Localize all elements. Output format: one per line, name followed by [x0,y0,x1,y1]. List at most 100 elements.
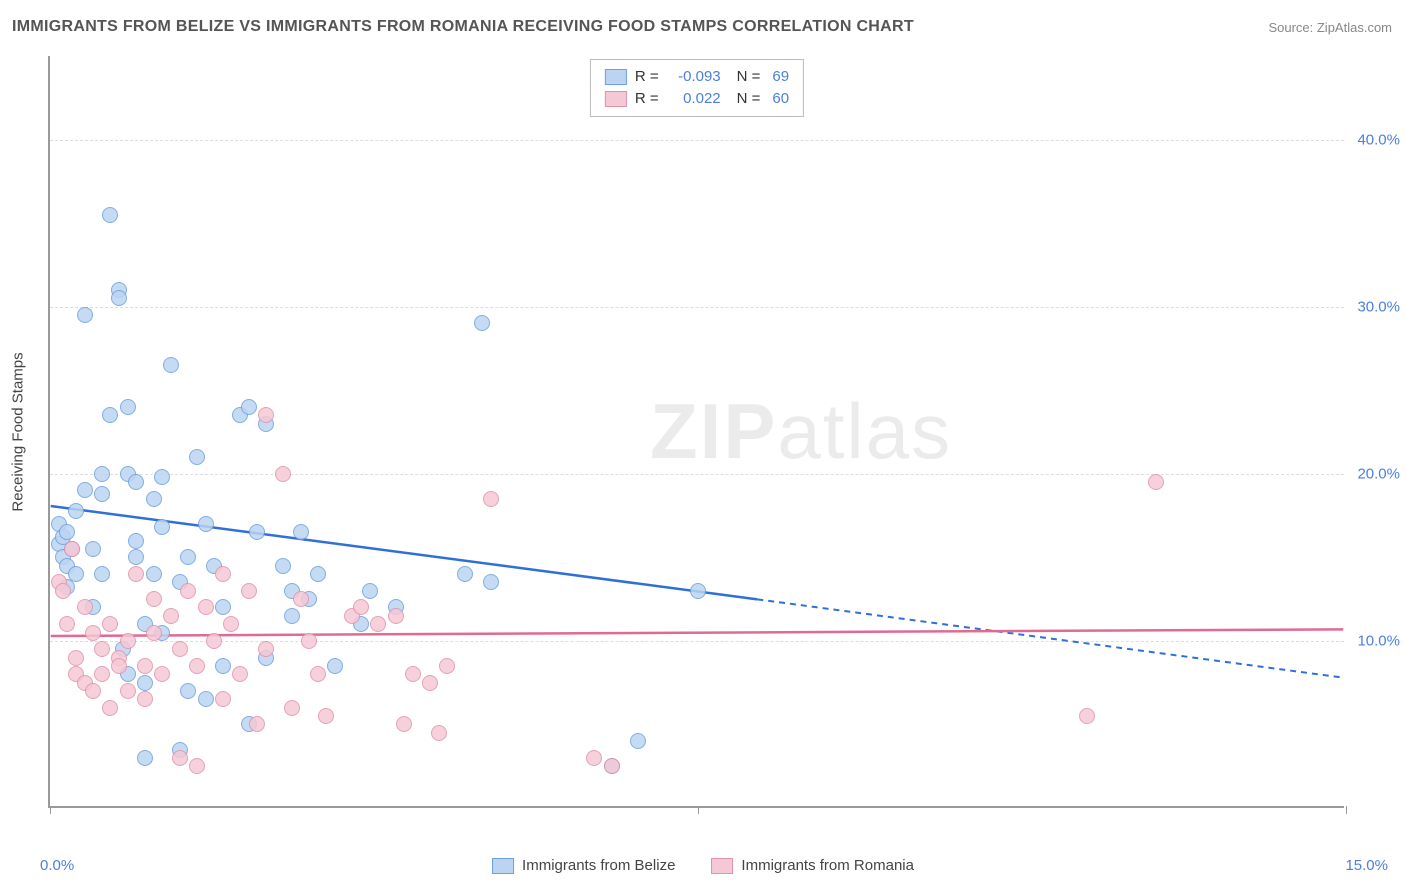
scatter-point-belize [111,290,127,306]
scatter-point-romania [85,683,101,699]
scatter-point-romania [102,700,118,716]
scatter-point-romania [111,658,127,674]
n-label: N = [737,88,761,110]
scatter-point-romania [163,608,179,624]
scatter-point-belize [180,683,196,699]
scatter-point-romania [223,616,239,632]
scatter-point-romania [353,599,369,615]
legend-swatch-icon [711,858,733,874]
scatter-point-romania [241,583,257,599]
correlation-legend: R = -0.093 N = 69 R = 0.022 N = 60 [590,59,804,117]
scatter-point-romania [310,666,326,682]
scatter-point-romania [172,641,188,657]
scatter-point-romania [128,566,144,582]
y-tick-label: 10.0% [1357,632,1400,649]
scatter-point-romania [258,641,274,657]
x-axis-max-label: 15.0% [1345,857,1388,874]
scatter-point-belize [146,566,162,582]
scatter-point-romania [146,625,162,641]
scatter-point-romania [293,591,309,607]
scatter-point-romania [318,708,334,724]
scatter-point-belize [59,524,75,540]
gridline [50,474,1344,475]
scatter-point-belize [249,524,265,540]
scatter-point-romania [154,666,170,682]
scatter-point-belize [128,549,144,565]
scatter-point-belize [215,658,231,674]
scatter-point-belize [120,399,136,415]
legend-label-belize: Immigrants from Belize [522,857,675,874]
scatter-point-romania [59,616,75,632]
y-tick-label: 30.0% [1357,298,1400,315]
scatter-point-romania [146,591,162,607]
scatter-point-romania [249,716,265,732]
scatter-point-belize [293,524,309,540]
scatter-point-belize [189,449,205,465]
legend-swatch-icon [492,858,514,874]
trendlines-layer [50,56,1344,806]
source-label: Source: ZipAtlas.com [1268,20,1392,35]
scatter-point-belize [215,599,231,615]
x-tick [1346,806,1347,814]
x-tick [698,806,699,814]
scatter-point-belize [102,207,118,223]
scatter-point-belize [128,474,144,490]
trendline-extrapolation-belize [757,599,1343,677]
watermark: ZIPatlas [650,386,952,477]
n-label: N = [737,66,761,88]
scatter-point-romania [120,633,136,649]
scatter-point-romania [586,750,602,766]
gridline [50,307,1344,308]
scatter-point-romania [137,658,153,674]
scatter-point-romania [258,407,274,423]
scatter-point-belize [474,315,490,331]
y-tick-label: 20.0% [1357,465,1400,482]
chart-container: IMMIGRANTS FROM BELIZE VS IMMIGRANTS FRO… [0,0,1406,892]
scatter-point-belize [241,399,257,415]
scatter-point-belize [94,566,110,582]
scatter-point-romania [94,641,110,657]
scatter-point-romania [77,599,93,615]
watermark-atlas: atlas [777,387,952,475]
legend-item-belize: Immigrants from Belize [492,857,675,874]
scatter-point-romania [94,666,110,682]
legend-row-belize: R = -0.093 N = 69 [605,66,789,88]
scatter-point-romania [180,583,196,599]
scatter-point-romania [102,616,118,632]
scatter-point-romania [1148,474,1164,490]
scatter-point-romania [439,658,455,674]
scatter-point-belize [154,469,170,485]
scatter-point-belize [310,566,326,582]
scatter-point-romania [198,599,214,615]
scatter-point-romania [275,466,291,482]
r-value-belize: -0.093 [665,66,721,88]
scatter-point-romania [215,691,231,707]
watermark-zip: ZIP [650,387,777,475]
scatter-point-belize [275,558,291,574]
scatter-point-belize [198,691,214,707]
scatter-point-belize [327,658,343,674]
scatter-point-romania [215,566,231,582]
scatter-point-belize [154,519,170,535]
scatter-point-romania [396,716,412,732]
gridline [50,641,1344,642]
scatter-point-belize [457,566,473,582]
scatter-point-romania [431,725,447,741]
scatter-point-romania [301,633,317,649]
scatter-point-belize [284,608,300,624]
y-axis-title: Receiving Food Stamps [10,352,27,511]
r-value-romania: 0.022 [665,88,721,110]
scatter-point-romania [405,666,421,682]
scatter-point-belize [690,583,706,599]
scatter-point-romania [604,758,620,774]
legend-swatch-belize [605,69,627,85]
scatter-point-romania [206,633,222,649]
scatter-point-belize [85,541,101,557]
scatter-point-belize [77,307,93,323]
plot-area: ZIPatlas R = -0.093 N = 69 R = 0.022 N = [48,56,1344,808]
n-value-romania: 60 [772,88,789,110]
scatter-point-romania [232,666,248,682]
gridline [50,140,1344,141]
scatter-point-belize [180,549,196,565]
r-label: R = [635,88,659,110]
